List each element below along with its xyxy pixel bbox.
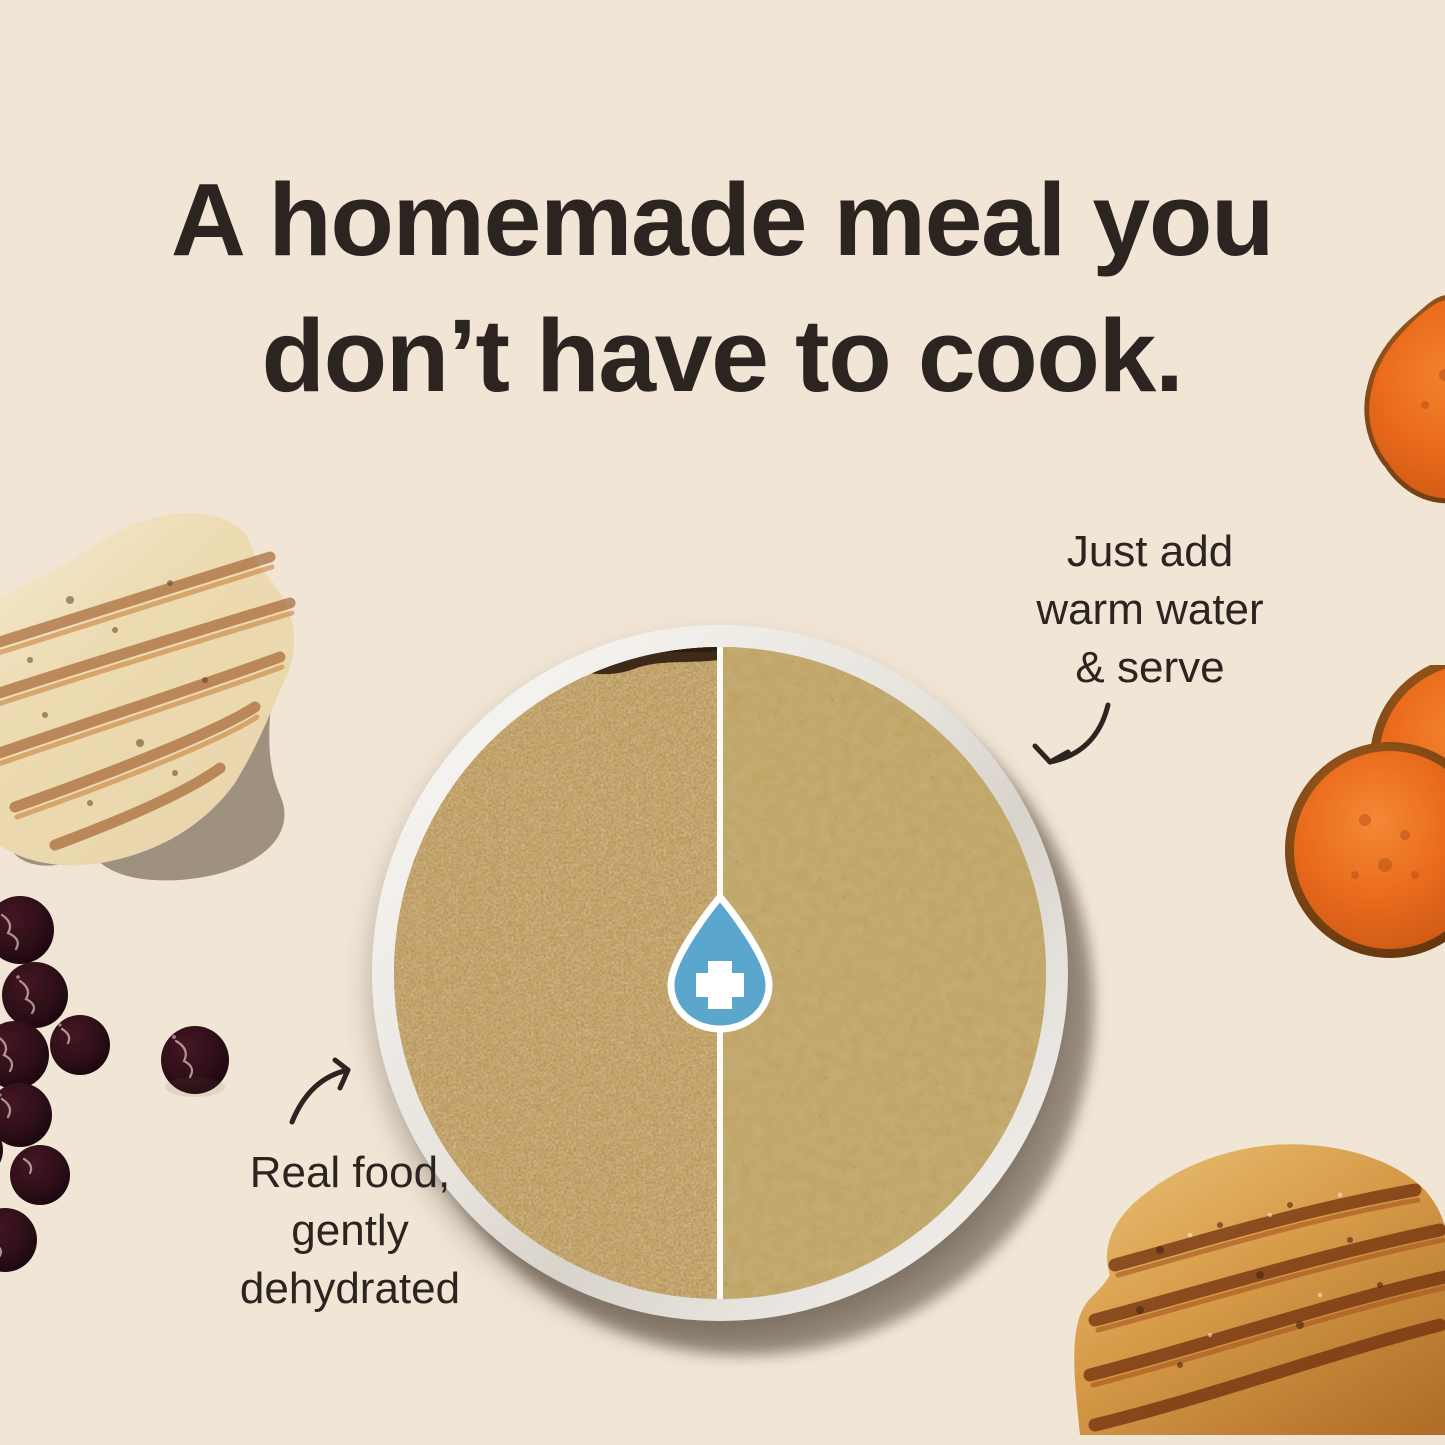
svg-text:& serve: & serve xyxy=(1075,643,1224,692)
svg-text:dehydrated: dehydrated xyxy=(240,1264,460,1313)
svg-text:Just add: Just add xyxy=(1067,527,1233,576)
svg-text:A homemade meal you: A homemade meal you xyxy=(171,161,1273,276)
svg-text:gently: gently xyxy=(291,1206,408,1255)
svg-text:don’t have to cook.: don’t have to cook. xyxy=(262,297,1183,412)
svg-text:Real food,: Real food, xyxy=(250,1148,451,1197)
svg-text:warm water: warm water xyxy=(1035,585,1263,634)
